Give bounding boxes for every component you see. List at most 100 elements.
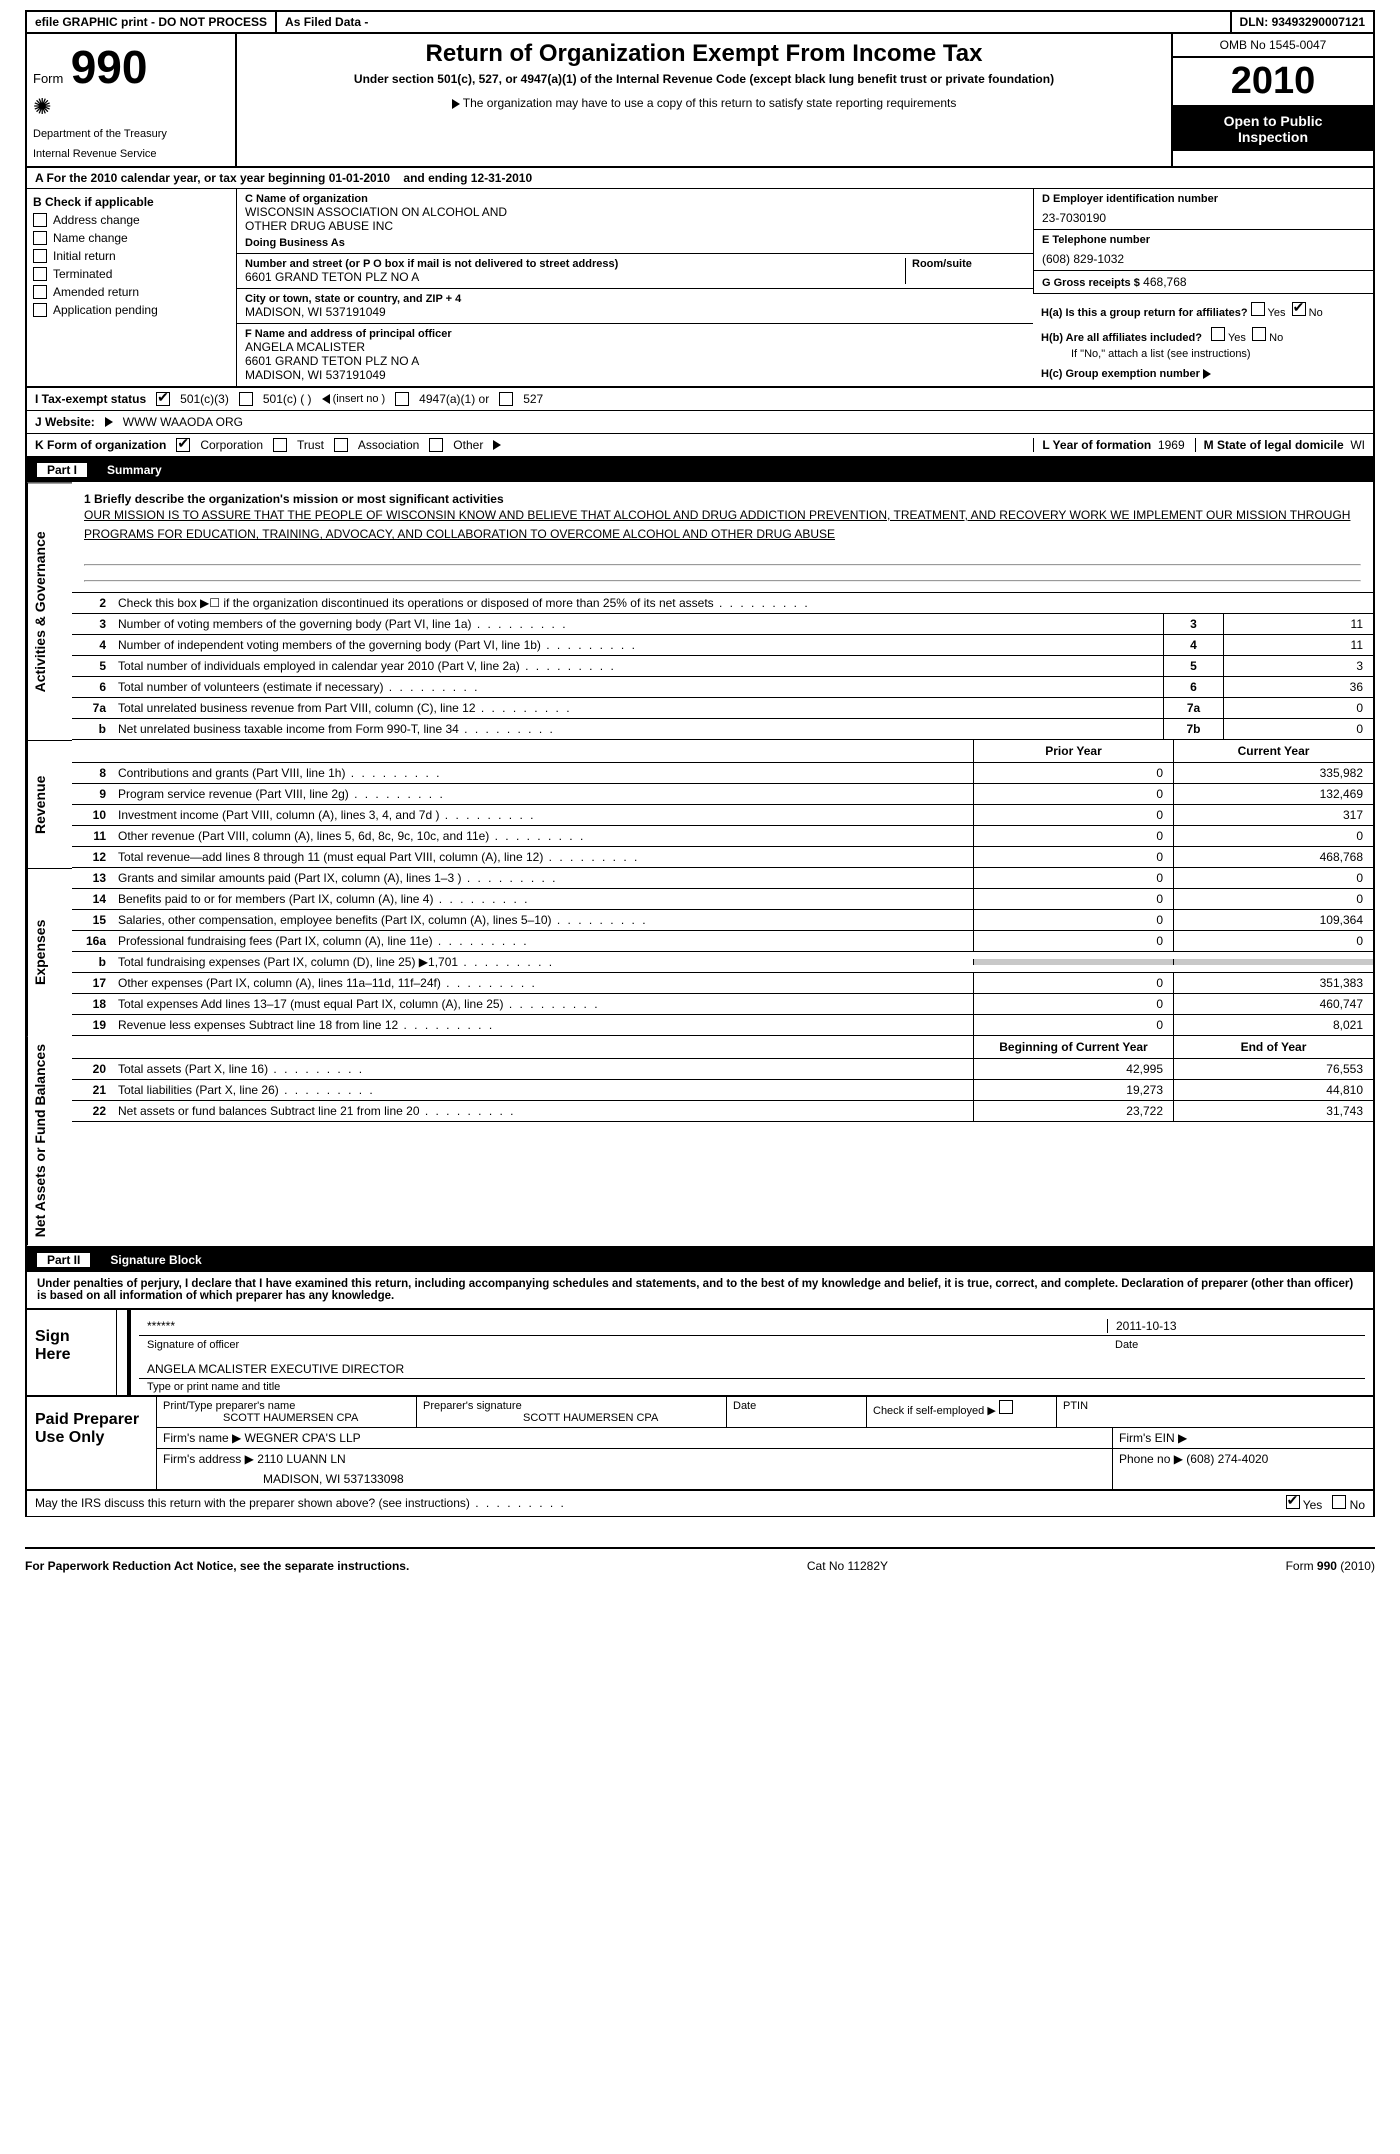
gov-row: 5Total number of individuals employed in… [72,656,1373,677]
mission-text: OUR MISSION IS TO ASSURE THAT THE PEOPLE… [84,506,1361,544]
side-exp: Expenses [27,868,72,1036]
column-b: B Check if applicable Address change Nam… [27,189,237,386]
officer-street: 6601 GRAND TETON PLZ NO A [245,354,1025,368]
header-right: OMB No 1545-0047 2010 Open to Public Ins… [1173,34,1373,166]
row-i-tax-exempt: I Tax-exempt status 501(c)(3) 501(c) ( )… [25,388,1375,411]
chk-association[interactable] [334,438,348,452]
chk-501c[interactable] [239,392,253,406]
gov-body: 1 Briefly describe the organization's mi… [72,482,1373,740]
fin-row: 15Salaries, other compensation, employee… [72,910,1373,931]
firm-addr1: 2110 LUANN LN [257,1452,346,1466]
preparer-name: SCOTT HAUMERSEN CPA [163,1412,410,1424]
fin-row: 13Grants and similar amounts paid (Part … [72,868,1373,889]
preparer-sig: SCOTT HAUMERSEN CPA [423,1412,720,1424]
fin-row: 18Total expenses Add lines 13–17 (must e… [72,994,1373,1015]
fin-header-rev: Prior Year Current Year [72,740,1373,763]
chk-self-employed[interactable] [999,1400,1013,1414]
omb-number: OMB No 1545-0047 [1173,34,1373,58]
chk-terminated[interactable]: Terminated [33,267,230,281]
form-title: Return of Organization Exempt From Incom… [247,40,1161,68]
dln-label: DLN: [1240,15,1269,29]
gov-row: bNet unrelated business taxable income f… [72,719,1373,740]
dln-cell: DLN: 93493290007121 [1232,12,1373,32]
side-gov: Activities & Governance [27,482,72,740]
as-filed-label: As Filed Data - [277,12,1232,32]
row-k-form-org: K Form of organization Corporation Trust… [25,434,1375,458]
hb-row: H(b) Are all affiliates included? Yes No [1041,327,1365,344]
prep-row-firm: Firm's name ▶ WEGNER CPA'S LLP Firm's EI… [157,1428,1373,1449]
chk-527[interactable] [499,392,513,406]
form-note: The organization may have to use a copy … [247,96,1161,110]
officer-block: F Name and address of principal officer … [237,324,1033,386]
chk-amended-return[interactable]: Amended return [33,285,230,299]
form-prefix: Form [33,71,63,86]
paid-preparer-label: Paid Preparer Use Only [27,1397,157,1489]
discuss-no[interactable] [1332,1495,1346,1509]
prep-row-1: Print/Type preparer's name SCOTT HAUMERS… [157,1397,1373,1428]
sign-body: ****** 2011-10-13 Signature of officer D… [117,1310,1373,1395]
form-subtitle: Under section 501(c), 527, or 4947(a)(1)… [247,72,1161,86]
footer-left: For Paperwork Reduction Act Notice, see … [25,1559,409,1573]
org-name-1: WISCONSIN ASSOCIATION ON ALCOHOL AND [245,205,1025,219]
prep-row-addr: Firm's address ▶ 2110 LUANN LN MADISON, … [157,1449,1373,1489]
officer-name: ANGELA MCALISTER [245,340,1025,354]
fin-row: 22Net assets or fund balances Subtract l… [72,1101,1373,1122]
phone-block: E Telephone number (608) 829-1032 [1033,230,1373,271]
dept-irs: Internal Revenue Service [33,148,229,160]
hb-no[interactable] [1252,327,1266,341]
gov-row: 7aTotal unrelated business revenue from … [72,698,1373,719]
gov-row: 6Total number of volunteers (estimate if… [72,677,1373,698]
chk-application-pending[interactable]: Application pending [33,303,230,317]
top-bar: efile GRAPHIC print - DO NOT PROCESS As … [25,10,1375,34]
ein-block: D Employer identification number 23-7030… [1033,189,1373,230]
gov-row: 3Number of voting members of the governi… [72,614,1373,635]
city-value: MADISON, WI 537191049 [245,305,1025,319]
hc-row: H(c) Group exemption number [1041,368,1365,380]
efile-label: efile GRAPHIC print - DO NOT PROCESS [27,12,277,32]
ha-no[interactable] [1292,302,1306,316]
tax-year: 2010 [1173,58,1373,107]
dept-treasury: Department of the Treasury [33,128,229,140]
chk-501c3[interactable] [156,392,170,406]
chk-other[interactable] [429,438,443,452]
gov-row: 4Number of independent voting members of… [72,635,1373,656]
column-d: D Employer identification number 23-7030… [1033,189,1373,386]
paid-preparer-grid: Paid Preparer Use Only Print/Type prepar… [25,1397,1375,1491]
chk-corporation[interactable] [176,438,190,452]
exp-body: 13Grants and similar amounts paid (Part … [72,868,1373,1036]
gross-value: 468,768 [1143,275,1186,289]
open-to-public: Open to Public Inspection [1173,107,1373,151]
officer-city: MADISON, WI 537191049 [245,368,1025,382]
ha-yes[interactable] [1251,302,1265,316]
discuss-row: May the IRS discuss this return with the… [25,1491,1375,1517]
city-block: City or town, state or country, and ZIP … [237,289,1033,324]
row-j-website: J Website: WWW WAAODA ORG [25,411,1375,434]
fin-row: 10Investment income (Part VIII, column (… [72,805,1373,826]
chk-4947[interactable] [395,392,409,406]
chk-name-change[interactable]: Name change [33,231,230,245]
column-c: C Name of organization WISCONSIN ASSOCIA… [237,189,1033,386]
prep-body: Print/Type preparer's name SCOTT HAUMERS… [157,1397,1373,1489]
fin-row: 21Total liabilities (Part X, line 26)19,… [72,1080,1373,1101]
fin-row: 11Other revenue (Part VIII, column (A), … [72,826,1373,847]
discuss-yes[interactable] [1286,1495,1300,1509]
mission-block: 1 Briefly describe the organization's mi… [72,482,1373,593]
chk-trust[interactable] [273,438,287,452]
fin-row: 16aProfessional fundraising fees (Part I… [72,931,1373,952]
col-b-heading: B Check if applicable [33,195,230,209]
org-name-block: C Name of organization WISCONSIN ASSOCIA… [237,189,1033,254]
org-name-2: OTHER DRUG ABUSE INC [245,219,1025,233]
chk-initial-return[interactable]: Initial return [33,249,230,263]
sig-officer-row: ****** 2011-10-13 [139,1316,1365,1336]
fin-row: 20Total assets (Part X, line 16)42,99576… [72,1059,1373,1080]
part-ii-header: Part II Signature Block [25,1248,1375,1272]
side-rev: Revenue [27,740,72,868]
fin-header-net: Beginning of Current Year End of Year [72,1036,1373,1059]
sig-name-row: ANGELA MCALISTER EXECUTIVE DIRECTOR [139,1359,1365,1379]
hb-yes[interactable] [1211,327,1225,341]
net-body: Beginning of Current Year End of Year 20… [72,1036,1373,1245]
sign-here-grid: Sign Here ****** 2011-10-13 Signature of… [25,1310,1375,1397]
chk-address-change[interactable]: Address change [33,213,230,227]
summary-grid: Activities & Governance 1 Briefly descri… [25,482,1375,1248]
page-footer: For Paperwork Reduction Act Notice, see … [25,1547,1375,1583]
